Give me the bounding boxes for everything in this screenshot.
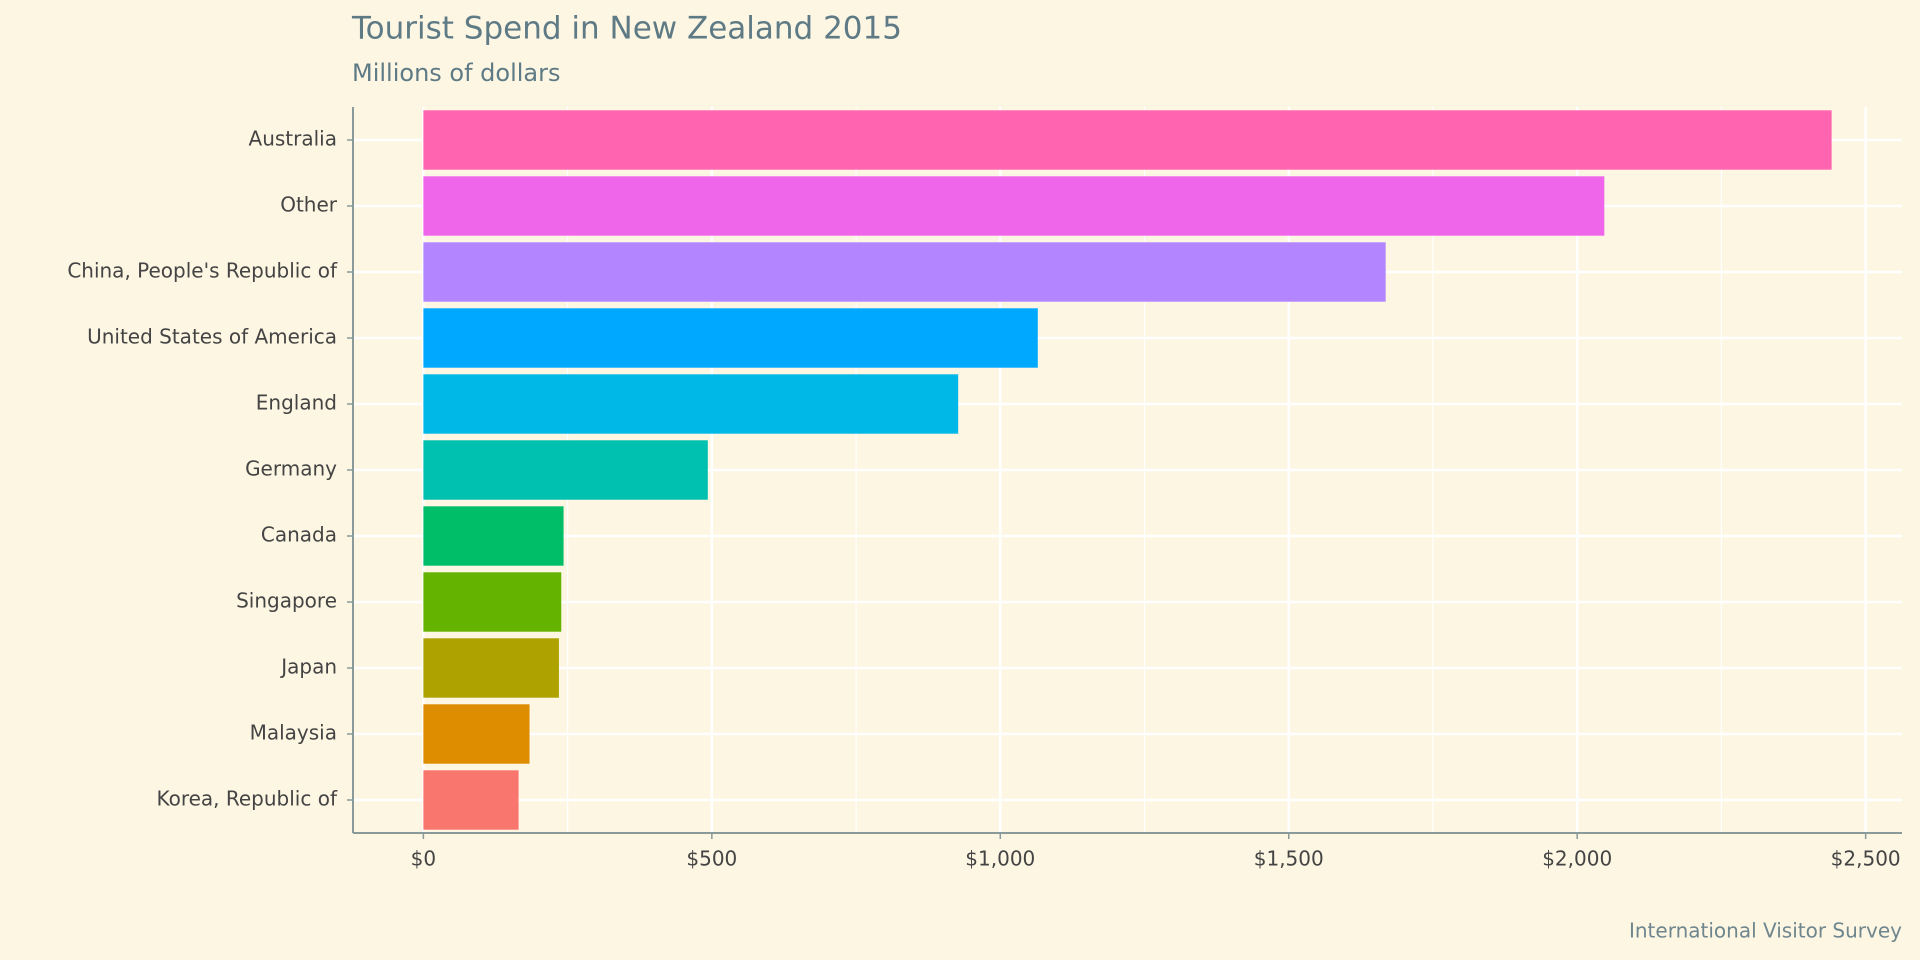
y-tick-label: England <box>256 391 337 415</box>
x-tick-label: $1,500 <box>1254 847 1324 871</box>
y-tick-label: China, People's Republic of <box>67 259 338 283</box>
bar <box>423 374 959 434</box>
bar <box>423 242 1386 302</box>
bar <box>423 440 708 500</box>
bar <box>423 308 1038 368</box>
bar <box>423 638 559 698</box>
y-tick-label: Japan <box>279 655 337 679</box>
bar <box>423 176 1605 236</box>
bar <box>423 506 564 566</box>
x-tick-label: $0 <box>411 847 436 871</box>
y-tick-label: Australia <box>249 127 337 151</box>
x-tick-label: $2,500 <box>1831 847 1901 871</box>
x-tick-label: $1,000 <box>965 847 1035 871</box>
y-tick-label: Malaysia <box>250 721 337 745</box>
y-tick-label: Korea, Republic of <box>156 787 337 811</box>
bars <box>423 110 1832 830</box>
bar <box>423 770 519 830</box>
y-tick-label: United States of America <box>87 325 337 349</box>
bar <box>423 110 1832 170</box>
axes: $0 $500 $1,000 $1,500 $2,000 $2,500 Australia O… <box>67 107 1902 871</box>
y-tick-label: Canada <box>261 523 337 547</box>
bar <box>423 572 562 632</box>
y-tick-label: Other <box>280 193 338 217</box>
chart-subtitle: Millions of dollars <box>352 59 561 87</box>
x-tick-label: $500 <box>686 847 737 871</box>
caption: International Visitor Survey <box>1629 919 1902 943</box>
x-tick-label: $2,000 <box>1542 847 1612 871</box>
bar <box>423 704 530 764</box>
y-tick-label: Singapore <box>236 589 337 613</box>
chart-title: Tourist Spend in New Zealand 2015 <box>351 11 902 47</box>
y-tick-label: Germany <box>245 457 337 481</box>
